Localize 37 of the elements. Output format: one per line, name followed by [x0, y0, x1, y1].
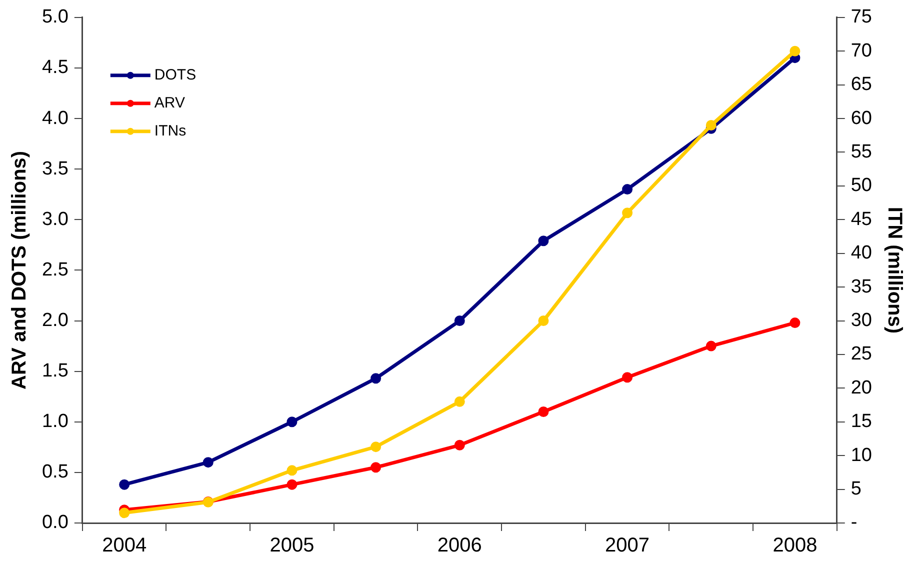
y2-tick-label: 50 — [850, 175, 872, 196]
y2-tick-label: 55 — [850, 141, 872, 162]
y-tick-label: 4.0 — [42, 108, 68, 129]
y-tick-label: 1.5 — [42, 360, 68, 382]
y2-tick-label: 70 — [850, 40, 872, 62]
x-tick-label: 2007 — [605, 534, 650, 557]
y2-tick-label: 75 — [850, 6, 872, 28]
y2-tick-label: 25 — [850, 344, 872, 365]
y2-axis-title: ITN (millions) — [883, 206, 906, 334]
x-tick-label: 2004 — [102, 534, 147, 557]
y2-tick-label: 30 — [850, 310, 872, 331]
y2-tick-label: 5 — [850, 478, 862, 500]
y2-tick-label: 40 — [850, 242, 872, 264]
y-axis-title: ARV and DOTS (millions) — [8, 150, 31, 390]
y-tick-label: 3.0 — [42, 208, 68, 230]
y2-tick-label: - — [850, 512, 858, 534]
y2-tick-label: 10 — [850, 444, 872, 466]
y-tick-label: 4.5 — [42, 57, 68, 78]
y-tick-label: 2.5 — [42, 259, 68, 280]
y2-tick-label: 45 — [850, 208, 872, 230]
y2-tick-label: 35 — [850, 276, 872, 298]
x-tick-label: 2008 — [772, 534, 818, 557]
y-tick-label: 2.0 — [42, 310, 68, 331]
legend-label: DOTS — [154, 66, 196, 84]
legend-label: ITNs — [154, 122, 186, 140]
y-tick-label: 1.0 — [42, 411, 68, 432]
legend-label: ARV — [154, 94, 185, 112]
x-tick-label: 2006 — [437, 534, 482, 557]
y-tick-label: 0.5 — [42, 462, 68, 483]
y-tick-label: 0.0 — [42, 512, 68, 534]
y2-tick-label: 20 — [850, 377, 872, 398]
x-tick-label: 2005 — [270, 534, 314, 557]
y-tick-label: 5.0 — [42, 6, 68, 28]
y2-tick-label: 15 — [850, 411, 872, 432]
y2-tick-label: 65 — [850, 74, 872, 96]
y2-tick-label: 60 — [850, 108, 872, 129]
y-tick-label: 3.5 — [42, 158, 68, 180]
